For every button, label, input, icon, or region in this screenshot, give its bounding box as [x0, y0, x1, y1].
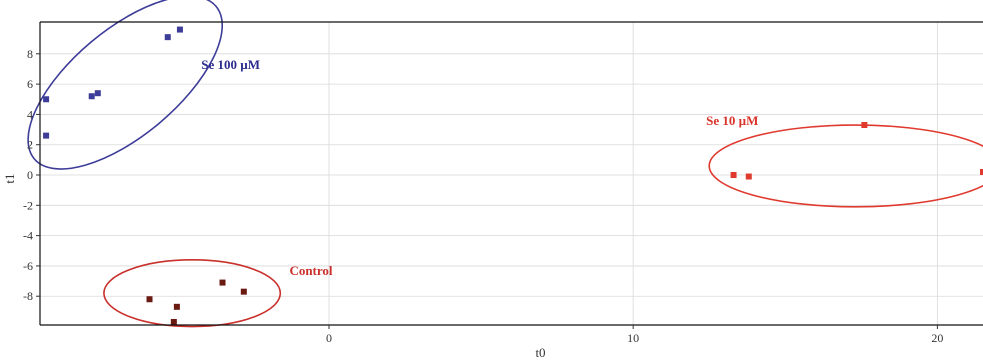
group-ellipse: [27, 0, 224, 170]
y-tick-label: -6: [23, 259, 33, 273]
group-labels: Se 100 µM Se 10 µM Control: [201, 57, 758, 278]
data-point: [240, 288, 247, 295]
group-ellipses: [27, 0, 983, 328]
y-tick-label: -8: [23, 289, 33, 303]
data-point: [980, 168, 983, 175]
axes: -8 -6 -4 -2 0 2 4 6 8 0 10 20: [23, 21, 983, 345]
data-point: [861, 122, 868, 129]
data-point: [146, 296, 153, 303]
data-point: [173, 303, 180, 310]
data-point: [43, 132, 50, 139]
group-ellipse: [708, 124, 983, 208]
y-tick-label: -2: [23, 198, 33, 212]
x-tick-label: 10: [627, 331, 639, 345]
data-point: [164, 34, 171, 41]
data-point: [219, 279, 226, 286]
data-point: [176, 26, 183, 33]
y-tick-label: 0: [27, 168, 33, 182]
x-tick-label: 20: [931, 331, 943, 345]
y-axis-title: t1: [2, 173, 17, 183]
y-tick-label: 4: [27, 107, 33, 121]
grid: [40, 22, 983, 325]
x-axis-title: t0: [535, 345, 545, 360]
data-point: [88, 93, 95, 100]
group-label: Control: [289, 263, 332, 278]
x-tick-label: 0: [326, 331, 332, 345]
y-tick-label: 8: [27, 47, 33, 61]
y-tick-label: -4: [23, 229, 33, 243]
data-point: [94, 90, 101, 97]
data-point: [745, 173, 752, 180]
data-point: [170, 318, 177, 325]
y-tick-label: 6: [27, 77, 33, 91]
data-point: [730, 172, 737, 179]
group-label: Se 100 µM: [201, 57, 260, 72]
y-tick-label: 2: [27, 138, 33, 152]
data-point: [43, 96, 50, 103]
group-label: Se 10 µM: [706, 113, 758, 128]
data-points: [43, 26, 983, 325]
group-ellipse: [103, 259, 282, 328]
